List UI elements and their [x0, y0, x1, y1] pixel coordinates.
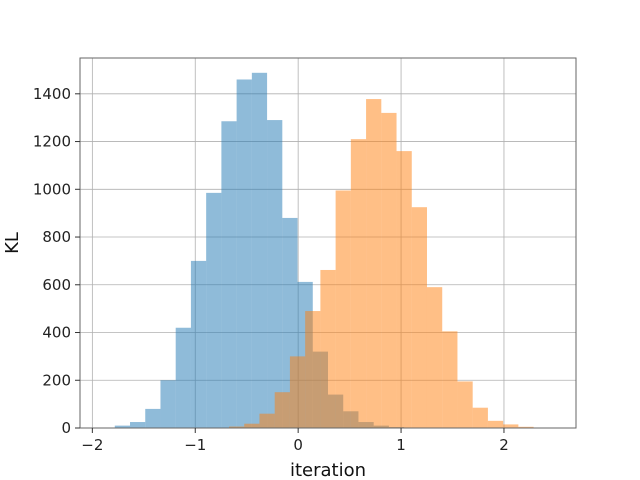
bar-series-1-bin-1 [229, 426, 245, 428]
bar-series-1-bin-16 [457, 381, 473, 428]
bar-series-1-bin-17 [472, 407, 488, 428]
bar-series-0-bin-1 [114, 425, 131, 428]
bar-series-1-bin-18 [487, 420, 504, 428]
bar-series-0-bin-5 [175, 327, 191, 428]
bar-series-1-bin-7 [320, 269, 336, 428]
y-tick-label-6: 1200 [33, 133, 71, 151]
bar-series-0-bin-8 [221, 121, 237, 429]
x-tick-label-1: −1 [184, 436, 206, 454]
bar-series-0-bin-6 [190, 260, 207, 428]
bar-series-1-bin-11 [381, 112, 397, 428]
x-tick-label-0: −2 [81, 436, 103, 454]
bar-series-1-bin-2 [244, 423, 260, 428]
y-tick-label-7: 1400 [33, 85, 71, 103]
bar-series-1-bin-15 [442, 331, 458, 428]
x-tick-label-4: 2 [499, 436, 509, 454]
bar-series-1-bin-5 [289, 356, 306, 428]
bar-series-1-bin-13 [411, 207, 427, 428]
bar-series-1-bin-14 [426, 287, 443, 428]
bar-series-0-bin-7 [206, 192, 222, 428]
bar-series-0-bin-2 [130, 422, 146, 428]
bar-series-1-bin-6 [305, 311, 321, 428]
bar-series-1-bin-10 [366, 99, 382, 428]
bar-series-1-bin-3 [259, 413, 275, 428]
y-axis-label: KL [2, 232, 23, 254]
x-axis-ticks: −2 −1 0 1 2 [81, 428, 509, 454]
bars [99, 72, 534, 429]
bar-series-1-bin-12 [396, 151, 412, 428]
bar-series-1-bin-9 [350, 139, 367, 428]
x-tick-label-2: 0 [293, 436, 303, 454]
y-tick-label-1: 200 [42, 371, 71, 389]
bar-series-0-bin-3 [145, 408, 161, 428]
y-tick-label-4: 800 [42, 228, 71, 246]
y-tick-label-5: 1000 [33, 180, 71, 198]
bar-series-1-bin-20 [518, 426, 534, 428]
y-axis-ticks: 0 200 400 600 800 1000 1200 1400 [33, 85, 80, 437]
plot-frame [79, 57, 577, 429]
x-tick-label-3: 1 [396, 436, 406, 454]
bar-series-1-bin-8 [335, 190, 351, 428]
bar-series-0-bin-4 [160, 380, 176, 428]
y-tick-label-0: 0 [61, 419, 71, 437]
y-tick-label-3: 600 [42, 276, 71, 294]
bar-series-1-bin-19 [503, 424, 519, 428]
x-axis-label: iteration [290, 460, 366, 480]
y-tick-label-2: 400 [42, 324, 71, 342]
bar-series-1-bin-4 [274, 392, 290, 428]
bar-series-0-bin-9 [236, 79, 252, 428]
bar-series-0-bin-11 [267, 120, 283, 428]
bar-series-0-bin-10 [251, 72, 268, 429]
